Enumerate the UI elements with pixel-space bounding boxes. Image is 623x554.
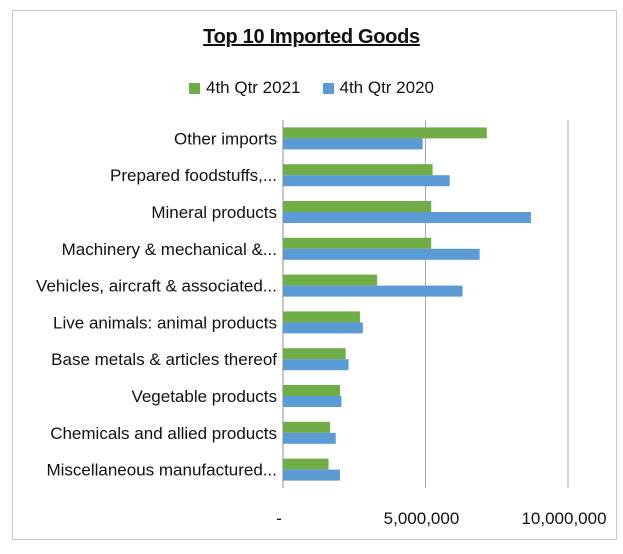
bar-1-3: [283, 237, 432, 249]
bar-1-9: [283, 458, 329, 470]
category-label-1: Prepared foodstuffs,...: [110, 166, 277, 185]
bar-2-7: [283, 396, 342, 407]
legend-item-series-2: 4th Qtr 2020: [322, 78, 435, 98]
bar-1-0: [283, 127, 487, 139]
legend-label-series-2: 4th Qtr 2020: [339, 78, 435, 97]
bar-1-6: [283, 348, 346, 360]
category-label-9: Miscellaneous manufactured...: [46, 461, 277, 480]
legend-label-series-1: 4th Qtr 2021: [205, 78, 301, 97]
category-label-7: Vegetable products: [131, 387, 277, 406]
bar-1-1: [283, 164, 433, 176]
category-label-5: Live animals: animal products: [53, 313, 277, 332]
category-label-4: Vehicles, aircraft & associated...: [36, 277, 277, 296]
category-label-6: Base metals & articles thereof: [51, 350, 277, 369]
x-tick-label-0: -: [276, 509, 282, 528]
category-label-3: Machinery & mechanical &...: [62, 240, 277, 259]
bar-2-0: [283, 138, 423, 150]
category-label-8: Chemicals and allied products: [50, 424, 277, 443]
bar-1-8: [283, 421, 331, 433]
bar-2-8: [283, 432, 336, 444]
bar-2-9: [283, 469, 340, 481]
chart-legend: 4th Qtr 2021 4th Qtr 2020: [0, 78, 623, 98]
chart-title: Top 10 Imported Goods: [203, 26, 420, 48]
bar-2-4: [283, 285, 463, 297]
x-tick-label-2: 10,000,000: [521, 509, 606, 528]
bar-2-1: [283, 175, 450, 187]
bar-2-5: [283, 322, 363, 334]
bar-2-3: [283, 248, 480, 260]
bar-2-2: [283, 212, 531, 223]
bar-2-6: [283, 359, 349, 371]
x-tick-label-1: 5,000,000: [384, 509, 460, 528]
bar-1-4: [283, 274, 378, 286]
category-label-2: Mineral products: [151, 203, 277, 222]
legend-swatch-series-2: [322, 82, 334, 94]
bar-1-7: [283, 385, 340, 396]
bar-1-5: [283, 311, 360, 323]
legend-item-series-1: 4th Qtr 2021: [188, 78, 301, 98]
category-label-0: Other imports: [174, 129, 277, 148]
bar-1-2: [283, 201, 432, 212]
legend-swatch-series-1: [188, 82, 200, 94]
